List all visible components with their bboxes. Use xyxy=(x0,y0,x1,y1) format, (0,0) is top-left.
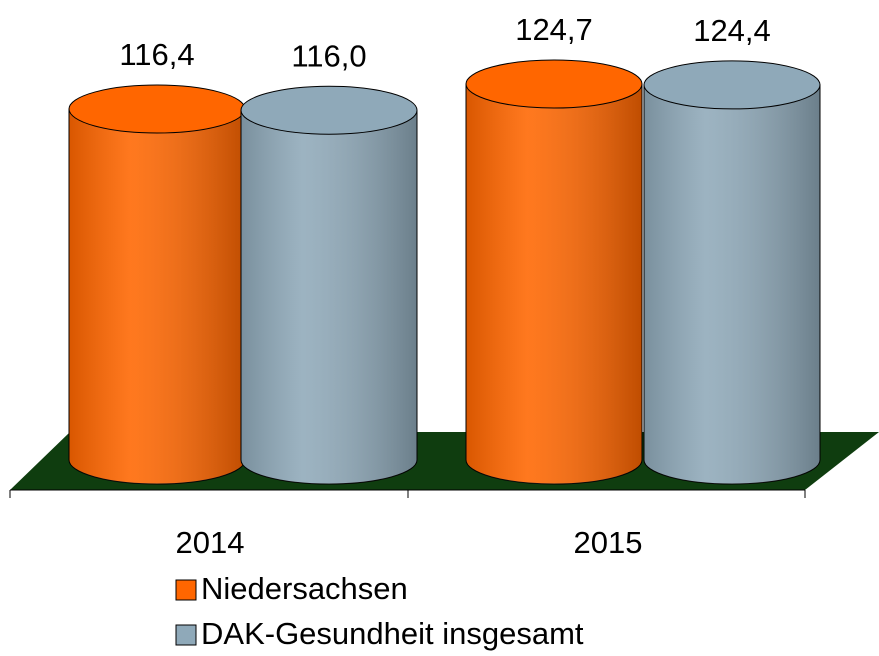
cylinder-shade xyxy=(241,110,417,485)
cylinder-top xyxy=(643,60,821,110)
x-tick-label: 2015 xyxy=(574,525,643,560)
value-label: 116,4 xyxy=(119,37,194,72)
legend-swatch xyxy=(175,624,197,646)
cylinder-top xyxy=(240,85,418,135)
value-label: 124,7 xyxy=(515,12,593,47)
legend-label: DAK-Gesundheit insgesamt xyxy=(201,616,584,651)
cylinder-shade xyxy=(69,109,245,485)
cylinder-top xyxy=(465,59,643,109)
cylinder-top xyxy=(68,84,246,134)
cylinder-shade xyxy=(644,84,820,484)
x-tick-label: 2014 xyxy=(176,525,245,560)
legend-label: Niedersachsen xyxy=(201,571,408,606)
value-label: 124,4 xyxy=(693,13,771,48)
cylinder-shade xyxy=(466,84,642,484)
legend-swatch xyxy=(175,579,197,601)
value-label: 116,0 xyxy=(291,38,366,73)
